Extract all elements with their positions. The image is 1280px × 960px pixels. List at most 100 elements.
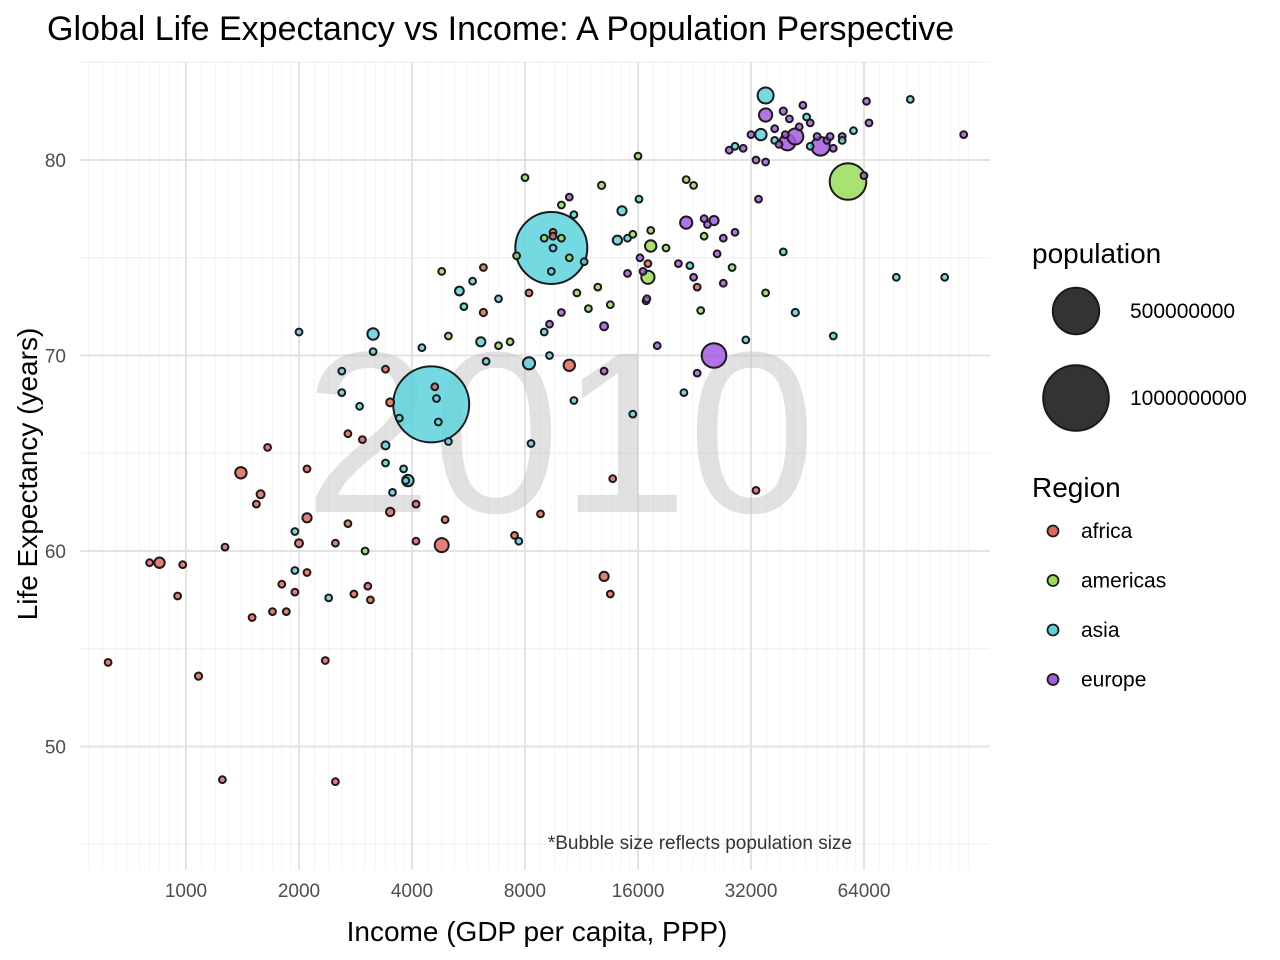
bubble-asia — [368, 347, 378, 357]
bubble-americas — [512, 251, 521, 261]
x-tick-label: 64000 — [838, 881, 891, 902]
x-tick-label: 2000 — [278, 881, 320, 902]
bubble-americas — [689, 181, 698, 190]
bubble-americas — [505, 337, 515, 347]
bubble-africa — [479, 263, 488, 272]
x-tick-label: 1000 — [165, 881, 207, 902]
bubble-asia — [475, 336, 487, 348]
bubble-africa — [643, 259, 653, 269]
bubble-americas — [593, 282, 603, 292]
bubble-africa — [173, 591, 183, 601]
size-legend-label: 1000000000 — [1130, 387, 1247, 410]
bubble-americas — [437, 267, 447, 276]
bubble-europe — [794, 122, 804, 132]
size-legend-label: 500000000 — [1130, 300, 1235, 323]
size-legend-bubble — [1051, 286, 1101, 336]
bubble-africa — [294, 538, 304, 549]
bubble-africa — [562, 358, 576, 372]
bubble-asia — [611, 234, 624, 246]
bubble-americas — [444, 331, 453, 341]
bubble-asia — [432, 394, 441, 403]
bubble-asia — [380, 440, 391, 451]
bubble-europe — [700, 342, 728, 369]
bubble-americas — [494, 341, 503, 351]
bubble-americas — [628, 229, 638, 239]
bubble-europe — [703, 220, 712, 229]
bubble-africa — [385, 397, 396, 408]
bubble-asia — [459, 302, 469, 312]
bubble-africa — [331, 538, 340, 548]
bubble-europe — [730, 227, 740, 237]
bubble-europe — [864, 118, 874, 128]
bubble-africa — [268, 607, 277, 616]
bubble-americas — [696, 306, 706, 315]
bubble-americas — [727, 263, 737, 272]
bubble-africa — [363, 581, 373, 591]
bubble-europe — [679, 215, 694, 230]
bubble-africa — [536, 509, 545, 519]
bubble-asia — [545, 351, 554, 360]
bubble-africa — [381, 364, 390, 374]
bubble-africa — [349, 589, 359, 599]
bubble-africa — [302, 464, 312, 474]
y-tick-label: 50 — [45, 738, 66, 759]
bubble-americas — [646, 226, 656, 235]
bubble-europe — [623, 269, 632, 278]
color-legend-title: Region — [1032, 472, 1121, 503]
bubble-asia — [381, 458, 390, 468]
bubble-asia — [905, 95, 915, 104]
bubble-africa — [605, 589, 615, 599]
bubbles — [103, 86, 969, 787]
bubble-africa — [751, 486, 761, 495]
bubble-americas — [605, 300, 615, 310]
y-tick-label: 70 — [45, 347, 66, 368]
bubble-americas — [661, 243, 671, 253]
bubble-africa — [252, 499, 261, 509]
bubble-africa — [301, 512, 313, 524]
bubble-asia — [849, 126, 858, 136]
bubble-asia — [754, 127, 768, 142]
bubble-asia — [401, 476, 411, 486]
bubble-americas — [644, 239, 658, 253]
bubble-asia — [494, 294, 503, 304]
bubble-asia — [526, 439, 536, 448]
bubble-africa — [263, 443, 273, 452]
x-axis-title: Income (GDP per capita, PPP) — [347, 916, 728, 947]
bubble-africa — [218, 775, 227, 785]
bubble-europe — [718, 233, 728, 243]
bubble-africa — [247, 613, 257, 622]
bubble-asia — [548, 243, 558, 253]
color-legend-label: africa — [1081, 520, 1133, 543]
bubble-europe — [798, 100, 808, 110]
bubble-americas — [539, 233, 549, 243]
bubble-europe — [738, 143, 748, 153]
bubble-africa — [692, 282, 702, 292]
bubble-asia — [685, 261, 695, 271]
color-legend-label: americas — [1081, 570, 1166, 593]
bubble-asia — [569, 210, 579, 220]
bubble-asia — [634, 194, 644, 204]
bubble-europe — [761, 157, 770, 167]
bubble-europe — [758, 107, 774, 123]
bubble-asia — [324, 593, 334, 603]
bubble-europe — [718, 278, 728, 288]
x-tick-label: 16000 — [612, 881, 665, 902]
bubble-europe — [785, 114, 794, 124]
bubble-africa — [440, 515, 450, 525]
bubble-europe — [674, 259, 683, 269]
year-watermark: 2010 — [304, 304, 816, 561]
bubble-americas — [572, 288, 582, 298]
bubble-asia — [828, 331, 838, 341]
bubble-asia — [579, 257, 589, 267]
size-legend-title: population — [1032, 238, 1161, 269]
size-legend: 500000000 1000000000 — [1042, 286, 1247, 432]
color-legend-key — [1046, 524, 1060, 538]
bubble-europe — [642, 294, 652, 304]
color-legend-label: europe — [1081, 669, 1146, 692]
bubble-europe — [557, 308, 566, 317]
y-tick-label: 60 — [45, 542, 66, 563]
bubble-americas — [557, 233, 566, 243]
size-legend-bubble — [1042, 364, 1110, 432]
bubble-asia — [394, 413, 404, 423]
